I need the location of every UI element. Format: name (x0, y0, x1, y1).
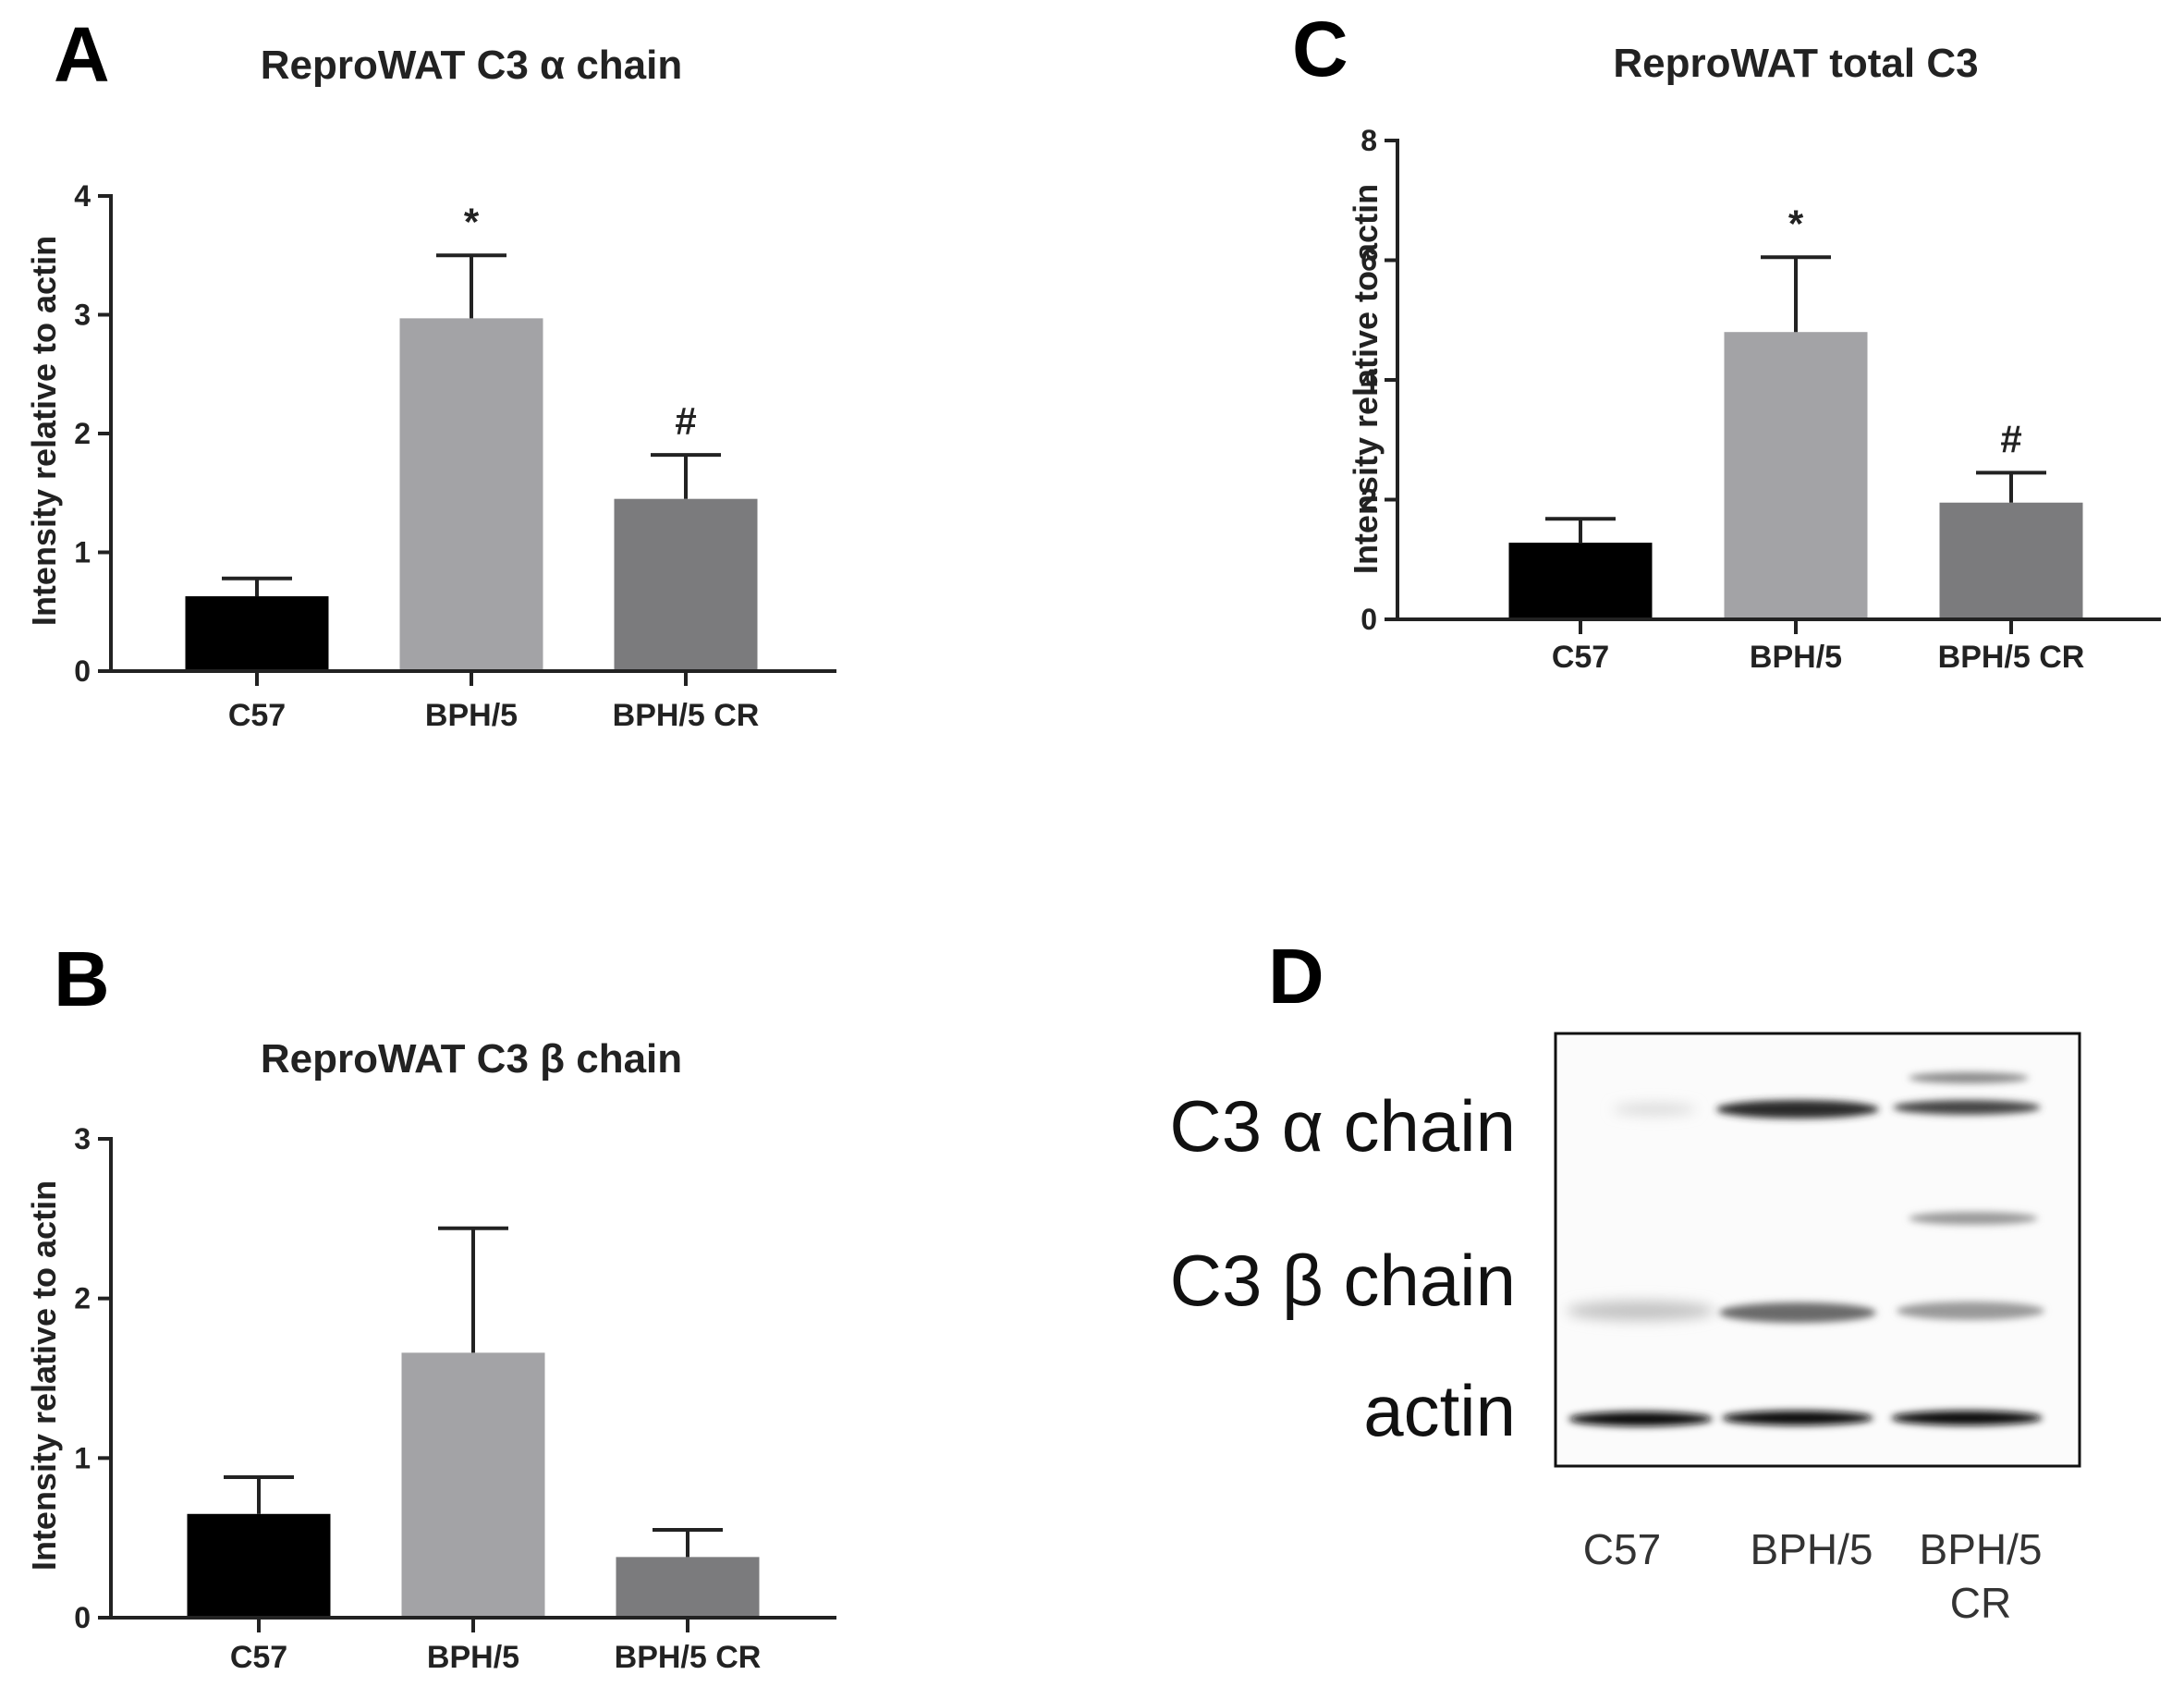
blot-label-actin: actin (1363, 1370, 1516, 1451)
chart-b-ylabel: Intensity relative to actin (25, 1180, 63, 1571)
chart-b-title: ReproWAT C3 β chain (261, 1036, 682, 1082)
chart-a-ytick-label-2: 2 (74, 417, 91, 450)
chart-b-bar-1 (401, 1352, 545, 1618)
band-actin-c57 (1568, 1412, 1713, 1426)
chart-b-ytick-label-3: 3 (74, 1122, 91, 1155)
chart-a-ylabel: Intensity relative to actin (25, 236, 63, 626)
chart-c-title: ReproWAT total C3 (1613, 41, 1978, 86)
chart-b-ytick-label-2: 2 (74, 1282, 91, 1315)
band-extra-bph5cr (1909, 1212, 2038, 1225)
chart-c-ytick-label-0: 0 (1360, 603, 1377, 636)
chart-b-bar-0 (187, 1513, 331, 1618)
chart-c-annotation-2: # (2000, 417, 2021, 460)
chart-a-annotation-1: * (464, 200, 480, 243)
chart-c-bar-0 (1508, 543, 1653, 619)
chart-c: ReproWAT total C3 Intensity relative to … (1347, 41, 2161, 675)
chart-c-ytick-label-1: 2 (1360, 483, 1377, 517)
chart-b-category-label-0: C57 (230, 1640, 287, 1675)
chart-c-category-label-0: C57 (1552, 640, 1609, 675)
chart-a-ytick-label-4: 4 (74, 179, 91, 213)
western-blot: C3 α chain C3 β chain actin C57 BPH/5 BP… (1169, 1032, 2081, 1627)
band-beta-bph5 (1719, 1302, 1876, 1323)
lane-label-bph5cr-line1: BPH/5 (1920, 1525, 2043, 1573)
chart-a-ytick-label-0: 0 (74, 654, 91, 688)
chart-c-plot: C57 * BPH/5 # BPH/5 CR 0 2 4 6 8 (1360, 124, 2161, 675)
band-alpha-c57 (1613, 1104, 1696, 1115)
chart-a-category-label-0: C57 (228, 698, 286, 733)
lane-label-bph5cr-line2: CR (1950, 1579, 2011, 1627)
blot-bands (1567, 1072, 2044, 1426)
chart-c-ytick-label-2: 4 (1360, 363, 1377, 397)
band-alpha-bph5cr-upper (1909, 1072, 2029, 1083)
chart-a-category-label-1: BPH/5 (425, 698, 518, 733)
chart-a-plot: C57 * BPH/5 # BPH/5 CR 0 1 2 3 4 (74, 179, 836, 733)
blot-frame (1554, 1032, 2081, 1468)
chart-c-ytick-label-4: 8 (1360, 124, 1377, 157)
band-alpha-bph5cr (1893, 1100, 2041, 1115)
chart-b-ytick-label-1: 1 (74, 1441, 91, 1474)
panel-b-letter: B (54, 935, 110, 1022)
blot-label-c3-beta: C3 β chain (1170, 1240, 1516, 1321)
chart-a: ReproWAT C3 α chain Intensity relative t… (25, 43, 836, 733)
lane-label-bph5: BPH/5 (1751, 1525, 1873, 1573)
lane-label-c57: C57 (1583, 1525, 1661, 1573)
band-beta-c57 (1567, 1301, 1714, 1321)
panel-c-letter: C (1292, 6, 1348, 92)
band-alpha-bph5 (1716, 1100, 1879, 1119)
chart-c-annotation-1: * (1788, 202, 1804, 245)
chart-a-bar-2 (614, 498, 758, 671)
chart-a-bar-0 (185, 596, 329, 671)
panel-a-letter: A (54, 11, 110, 98)
chart-b-category-label-1: BPH/5 (427, 1640, 519, 1675)
chart-b: ReproWAT C3 β chain Intensity relative t… (25, 1036, 836, 1675)
panel-d-letter: D (1268, 933, 1324, 1020)
chart-c-ylabel: Intensity relative to actin (1347, 184, 1385, 574)
chart-a-bar-1 (399, 318, 543, 671)
chart-c-bar-2 (1939, 502, 2083, 619)
band-beta-bph5cr (1897, 1302, 2044, 1320)
chart-b-bar-2 (616, 1557, 760, 1618)
chart-b-category-label-2: BPH/5 CR (615, 1640, 762, 1675)
chart-a-ytick-label-1: 1 (74, 536, 91, 569)
chart-b-ytick-label-0: 0 (74, 1601, 91, 1634)
chart-c-category-label-1: BPH/5 (1750, 640, 1842, 675)
chart-c-ytick-label-3: 6 (1360, 244, 1377, 277)
chart-b-plot: C57 BPH/5 BPH/5 CR 0 1 2 3 (74, 1122, 836, 1675)
band-actin-bph5cr (1891, 1411, 2043, 1425)
band-actin-bph5 (1722, 1411, 1873, 1425)
chart-c-category-label-2: BPH/5 CR (1938, 640, 2085, 675)
chart-a-annotation-2: # (675, 399, 696, 443)
chart-c-bar-1 (1724, 332, 1868, 619)
chart-a-category-label-2: BPH/5 CR (613, 698, 760, 733)
chart-a-title: ReproWAT C3 α chain (261, 43, 683, 88)
blot-label-c3-alpha: C3 α chain (1169, 1085, 1516, 1167)
chart-a-ytick-label-3: 3 (74, 299, 91, 332)
